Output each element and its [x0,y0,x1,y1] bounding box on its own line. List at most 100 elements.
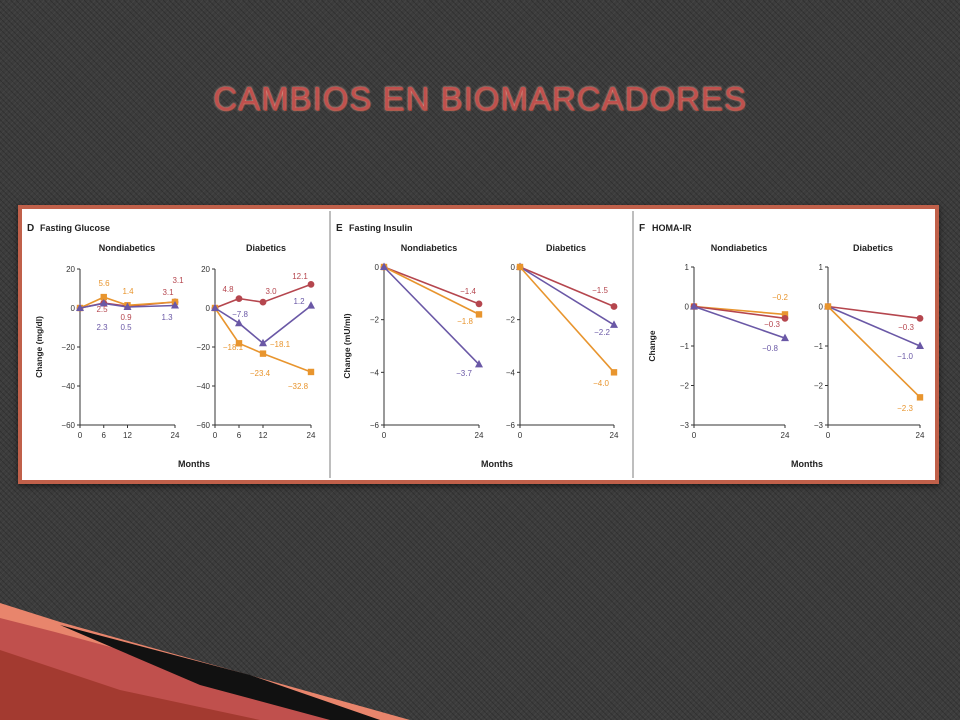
data-point-circle [307,281,315,288]
y-tick-label: −1 [680,342,690,351]
series-line-purple [693,305,786,339]
y-tick-label: −2 [680,382,690,391]
y-tick-label: −40 [61,382,75,391]
panel-title: Diabetics [246,243,286,253]
data-point-square [235,340,243,347]
series-line-orange [214,307,312,373]
chart-f: F HOMA-IR Change Months Nondiabetics 1 0 −1 −2 −3… [639,223,925,469]
data-label: −0.8 [762,344,778,353]
series-line-red [214,283,312,309]
data-label: −4.0 [593,379,609,388]
x-axis-label: Months [791,459,823,469]
x-tick-label: 0 [213,431,218,440]
y-tick-label: −2 [506,316,516,325]
y-tick-label: 1 [819,263,824,272]
data-point-circle [475,300,483,308]
data-point-triangle [475,359,483,368]
swoosh-black-wedge [60,625,380,720]
y-tick-label: 0 [685,303,690,312]
chart-name: Fasting Insulin [349,223,413,233]
figure-frame: D Fasting Glucose Change (mg/dl) Months Nond… [18,205,939,484]
data-point-circle [259,298,267,306]
y-tick-label: −4 [370,368,380,377]
y-tick-label: −20 [61,343,75,352]
biomarker-charts: D Fasting Glucose Change (mg/dl) Months Nond… [27,211,925,478]
data-point-square [516,263,524,271]
chart-letter: D [27,223,34,234]
data-point-square [916,394,924,401]
data-label: −7.8 [232,310,248,319]
x-tick-label: 0 [78,431,83,440]
y-tick-label: 20 [66,265,75,274]
data-label: 0.5 [120,323,132,332]
x-tick-label: 24 [475,431,484,440]
y-tick-label: −2 [370,316,380,325]
panel-title: Nondiabetics [711,243,768,253]
chart-letter: E [336,223,343,234]
y-axis-label: Change (mU/ml) [342,313,352,378]
chart-letter: F [639,223,645,234]
series-line-red [693,305,786,320]
series-line-purple [827,305,921,347]
data-label: −3.7 [456,369,472,378]
y-tick-label: −20 [196,343,210,352]
data-point-square [824,303,832,310]
data-label: −1.0 [897,352,913,361]
series-line-orange [383,266,480,316]
x-tick-label: 24 [307,431,316,440]
data-label: −23.4 [250,369,271,378]
x-tick-label: 0 [692,431,697,440]
series-line-purple [519,266,615,326]
series-line-purple [79,302,176,309]
x-tick-label: 6 [237,431,242,440]
data-label: −2.3 [897,404,913,413]
x-tick-label: 24 [781,431,790,440]
data-point-triangle [76,303,84,311]
data-point-triangle [99,299,108,307]
data-point-square [475,311,483,318]
panel-title: Nondiabetics [99,243,156,253]
data-label: 3.1 [162,288,174,297]
data-label: −1.4 [460,287,476,296]
data-point-square [307,368,315,376]
x-tick-label: 0 [826,431,831,440]
y-tick-label: 0 [206,304,211,313]
x-tick-label: 6 [102,431,107,440]
data-point-triangle [259,338,267,347]
chart-e: E Fasting Insulin Change (mU/ml) Months Nond… [336,223,619,469]
data-point-circle [235,295,243,303]
y-axis-label: Change [647,330,657,361]
data-label: −18.1 [270,340,291,349]
data-point-circle [610,303,618,310]
data-label: 3.0 [265,287,277,296]
data-point-triangle [610,320,618,328]
data-point-triangle [690,302,698,310]
y-tick-label: 20 [201,265,210,274]
data-point-square [781,311,789,318]
y-axis-label: Change (mg/dl) [34,316,44,378]
series-line-red [827,305,921,320]
slide-title: CAMBIOS EN BIOMARCADORES [213,80,747,117]
data-label: 2.3 [96,323,108,332]
series-line-purple [383,266,480,365]
y-tick-label: −60 [196,421,210,430]
data-point-triangle [235,318,243,327]
x-axis-label: Months [178,459,210,469]
y-tick-label: −6 [370,421,380,430]
x-tick-label: 12 [123,431,132,440]
data-label: 3.1 [172,276,184,285]
panel-title: Diabetics [546,243,586,253]
x-tick-label: 12 [259,431,268,440]
data-point-triangle [380,262,388,270]
x-tick-label: 24 [916,431,925,440]
data-label: −0.3 [898,323,914,332]
y-tick-label: −2 [814,382,824,391]
y-tick-label: 1 [685,263,690,272]
data-label: 5.6 [98,279,110,288]
y-tick-label: −1 [814,342,824,351]
data-label: −0.3 [764,320,780,329]
swoosh-dark-red-wedge [0,650,260,720]
y-tick-label: −40 [196,382,210,391]
